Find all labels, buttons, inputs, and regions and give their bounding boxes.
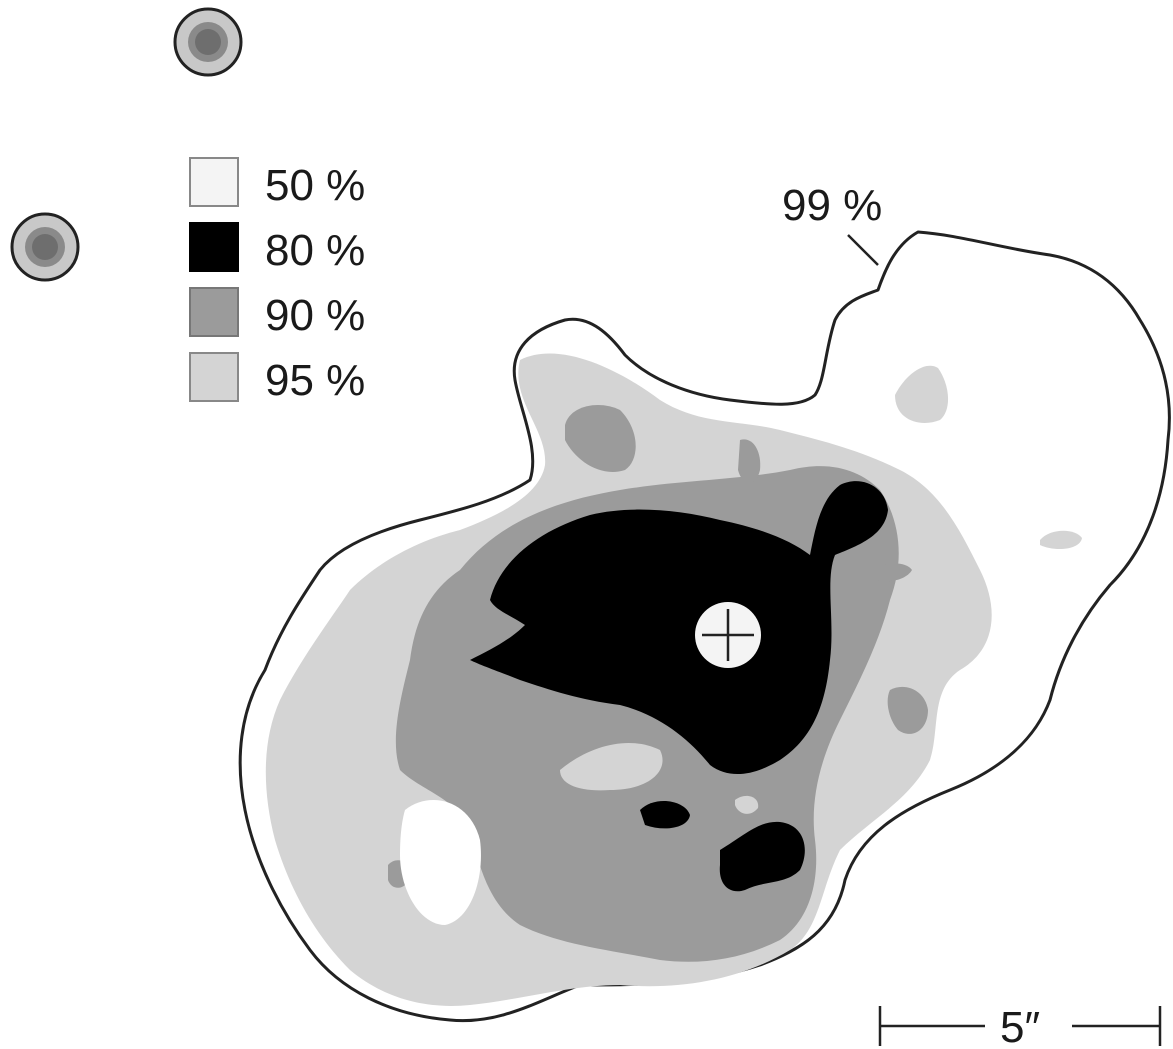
contour-99-leader <box>847 234 879 266</box>
scale-bar-label: 5″ <box>1000 1003 1040 1049</box>
field-star-2 <box>10 212 80 282</box>
legend-label-50: 50 % <box>265 161 365 210</box>
legend-swatch-50 <box>189 157 239 207</box>
legend-label-95: 95 % <box>265 356 365 405</box>
legend-label-90: 90 % <box>265 291 365 340</box>
legend-label-80: 80 % <box>265 226 365 275</box>
legend-swatch-80 <box>189 222 239 272</box>
scale-bar <box>878 1006 1162 1046</box>
legend-swatch-90 <box>189 287 239 337</box>
centroid-cross-icon <box>702 609 754 661</box>
legend: 50 % 80 % 90 % 95 % <box>189 157 365 405</box>
core-50-level <box>695 602 761 668</box>
contour-99-label: 99 % <box>782 181 882 230</box>
field-star-1 <box>173 7 243 77</box>
legend-swatch-95 <box>189 352 239 402</box>
contour-80-level <box>470 481 888 892</box>
